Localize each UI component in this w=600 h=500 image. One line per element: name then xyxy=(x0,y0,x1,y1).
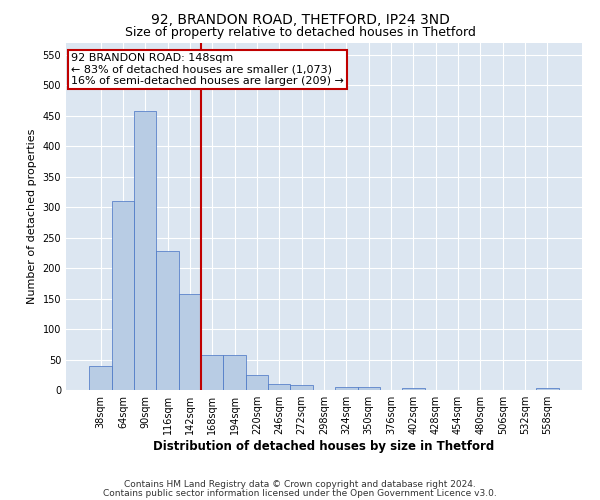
Bar xyxy=(536,388,559,390)
Bar xyxy=(201,355,223,390)
Text: 92 BRANDON ROAD: 148sqm
← 83% of detached houses are smaller (1,073)
16% of semi: 92 BRANDON ROAD: 148sqm ← 83% of detache… xyxy=(71,53,344,86)
Bar xyxy=(402,388,425,390)
Bar xyxy=(246,375,268,390)
Text: Contains public sector information licensed under the Open Government Licence v3: Contains public sector information licen… xyxy=(103,488,497,498)
Bar xyxy=(335,387,358,390)
Y-axis label: Number of detached properties: Number of detached properties xyxy=(27,128,37,304)
Bar xyxy=(134,112,157,390)
Bar xyxy=(223,355,246,390)
Text: Size of property relative to detached houses in Thetford: Size of property relative to detached ho… xyxy=(125,26,475,39)
Bar xyxy=(290,385,313,390)
Bar xyxy=(358,387,380,390)
Text: 92, BRANDON ROAD, THETFORD, IP24 3ND: 92, BRANDON ROAD, THETFORD, IP24 3ND xyxy=(151,12,449,26)
Bar xyxy=(179,294,201,390)
X-axis label: Distribution of detached houses by size in Thetford: Distribution of detached houses by size … xyxy=(154,440,494,453)
Bar xyxy=(112,201,134,390)
Bar xyxy=(157,251,179,390)
Bar xyxy=(268,384,290,390)
Text: Contains HM Land Registry data © Crown copyright and database right 2024.: Contains HM Land Registry data © Crown c… xyxy=(124,480,476,489)
Bar xyxy=(89,366,112,390)
